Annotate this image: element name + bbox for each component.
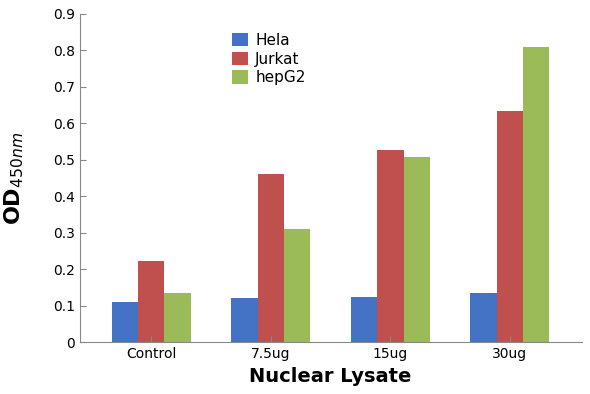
Bar	[138, 261, 165, 342]
Bar	[497, 111, 523, 342]
X-axis label: Nuclear Lysate: Nuclear Lysate	[250, 367, 412, 386]
Bar	[284, 229, 310, 342]
Bar	[258, 175, 284, 342]
Legend: Hela, Jurkat, hepG2: Hela, Jurkat, hepG2	[228, 28, 310, 90]
Bar	[351, 297, 377, 342]
Bar	[377, 150, 404, 342]
Bar	[231, 299, 258, 342]
Bar	[165, 293, 191, 342]
Text: OD$_{450nm}$: OD$_{450nm}$	[2, 132, 26, 225]
Bar	[404, 157, 430, 342]
Bar	[112, 302, 138, 342]
Bar	[523, 47, 549, 342]
Bar	[470, 293, 497, 342]
